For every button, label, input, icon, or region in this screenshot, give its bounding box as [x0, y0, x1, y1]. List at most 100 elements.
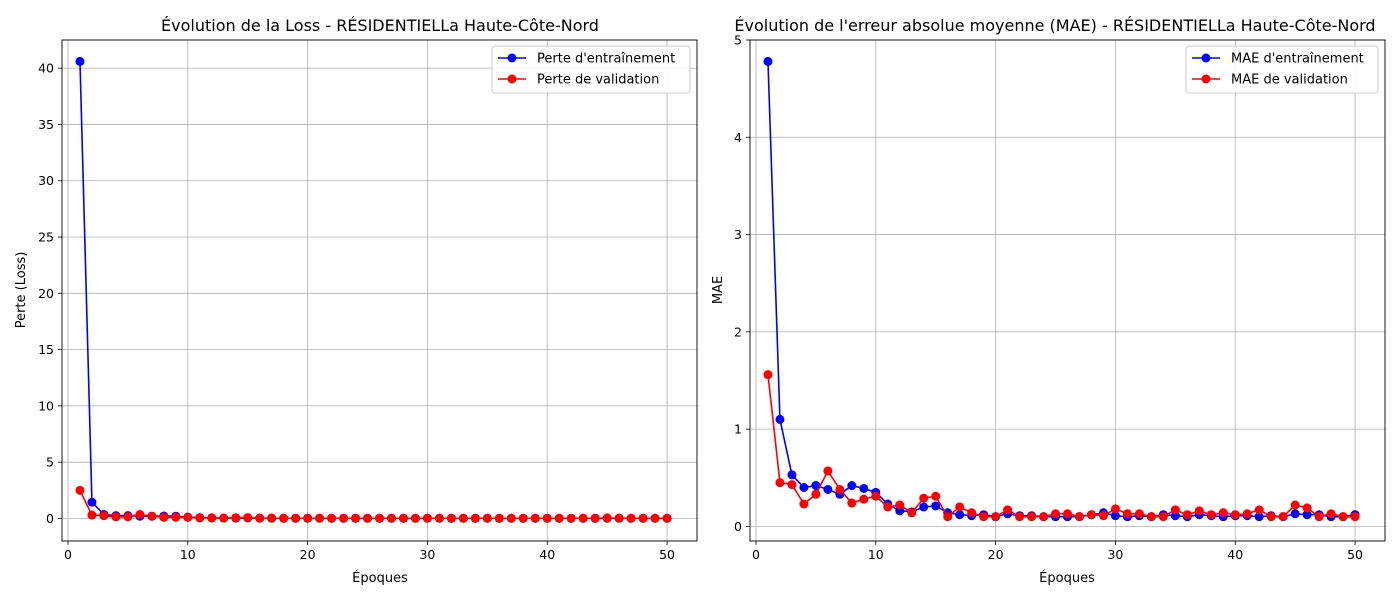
legend-swatch-marker: [1201, 53, 1211, 63]
data-point: [303, 513, 313, 523]
data-point: [87, 497, 97, 507]
data-point: [1086, 510, 1096, 520]
data-point: [662, 513, 672, 523]
data-point: [1218, 508, 1228, 518]
data-point: [763, 370, 773, 380]
data-point: [823, 466, 833, 476]
ticks: 0 10 20 30 40 50 0 1 2 3 4 5: [734, 33, 1363, 563]
ticks: 0 10 20 30 40 50 0 5 10 15 20 25 30 35 40: [38, 61, 675, 562]
x-tick-label: 40: [1227, 547, 1243, 562]
data-point: [566, 513, 576, 523]
legend-label: MAE de validation: [1231, 73, 1348, 88]
data-point: [1015, 512, 1025, 522]
data-point: [775, 414, 785, 424]
series-path: [79, 489, 668, 520]
data-point: [1350, 512, 1360, 522]
legend-swatch-marker: [507, 53, 517, 63]
data-point: [231, 513, 241, 523]
data-point: [1302, 503, 1312, 513]
series-line: [763, 370, 1360, 522]
data-point: [99, 511, 109, 521]
data-point: [614, 513, 624, 523]
data-point: [363, 513, 373, 523]
y-tick-label: 40: [38, 61, 54, 76]
y-tick-label: 10: [38, 398, 54, 413]
data-point: [1278, 512, 1288, 522]
data-point: [1254, 505, 1264, 515]
data-point: [1290, 500, 1300, 510]
legend-label: Perte d'entraînement: [537, 52, 675, 67]
y-tick-label: 5: [46, 455, 54, 470]
y-tick-label: 35: [38, 117, 54, 132]
data-point: [1158, 512, 1168, 522]
data-point: [1110, 511, 1120, 521]
data-point: [883, 502, 893, 512]
x-axis-label: Époques: [1039, 570, 1095, 586]
data-point: [931, 501, 941, 511]
data-point: [1314, 512, 1324, 522]
legend-item: Perte de validation: [498, 73, 659, 88]
data-point: [638, 513, 648, 523]
data-point: [410, 513, 420, 523]
data-point: [1110, 504, 1120, 514]
data-point: [291, 513, 301, 523]
y-tick-label: 5: [734, 33, 742, 48]
y-tick-label: 20: [38, 286, 54, 301]
y-tick-label: 25: [38, 230, 54, 245]
data-point: [446, 513, 456, 523]
data-point: [835, 484, 845, 494]
data-point: [1206, 510, 1216, 520]
data-point: [1074, 512, 1084, 522]
x-tick-label: 10: [180, 547, 196, 562]
x-tick-label: 30: [1107, 547, 1123, 562]
data-point: [267, 513, 277, 523]
data-point: [183, 512, 193, 522]
data-point: [75, 56, 85, 66]
data-point: [979, 512, 989, 522]
data-point: [811, 481, 821, 491]
legend-item: MAE de validation: [1192, 73, 1348, 88]
data-point: [147, 511, 157, 521]
data-point: [578, 513, 588, 523]
data-point: [1194, 506, 1204, 516]
data-point: [506, 513, 516, 523]
data-point: [1134, 509, 1144, 519]
data-point: [482, 513, 492, 523]
data-point: [327, 513, 337, 523]
data-point: [1254, 512, 1264, 522]
legend-box: [1185, 45, 1379, 94]
legend-swatch-marker: [507, 74, 517, 84]
y-axis-label: Perte (Loss): [14, 252, 29, 329]
data-point: [255, 513, 265, 523]
x-tick-label: 40: [539, 547, 555, 562]
data-point: [339, 513, 349, 523]
data-point: [847, 481, 857, 491]
legend-label: Perte de validation: [537, 73, 659, 88]
legend: MAE d'entraînement MAE de validation: [1185, 45, 1379, 94]
data-point: [458, 513, 468, 523]
data-point: [1063, 509, 1072, 519]
data-point: [207, 513, 217, 523]
data-point: [955, 502, 965, 512]
data-point: [195, 513, 205, 523]
x-tick-label: 50: [1347, 547, 1363, 562]
series-line: [763, 56, 1360, 522]
data-point: [811, 489, 821, 499]
data-point: [422, 513, 432, 523]
data-point: [554, 513, 564, 523]
data-point: [1302, 510, 1312, 520]
data-point: [494, 513, 504, 523]
y-tick-label: 3: [734, 227, 742, 242]
data-point: [895, 500, 905, 510]
data-point: [87, 510, 97, 520]
data-point: [434, 513, 444, 523]
data-point: [398, 513, 408, 523]
data-point: [823, 484, 833, 494]
y-tick-label: 0: [734, 519, 742, 534]
data-point: [1182, 510, 1192, 520]
data-point: [1242, 509, 1252, 519]
data-point: [590, 513, 600, 523]
data-point: [315, 513, 325, 523]
plot-frame: [61, 39, 698, 542]
data-point: [1266, 512, 1276, 522]
